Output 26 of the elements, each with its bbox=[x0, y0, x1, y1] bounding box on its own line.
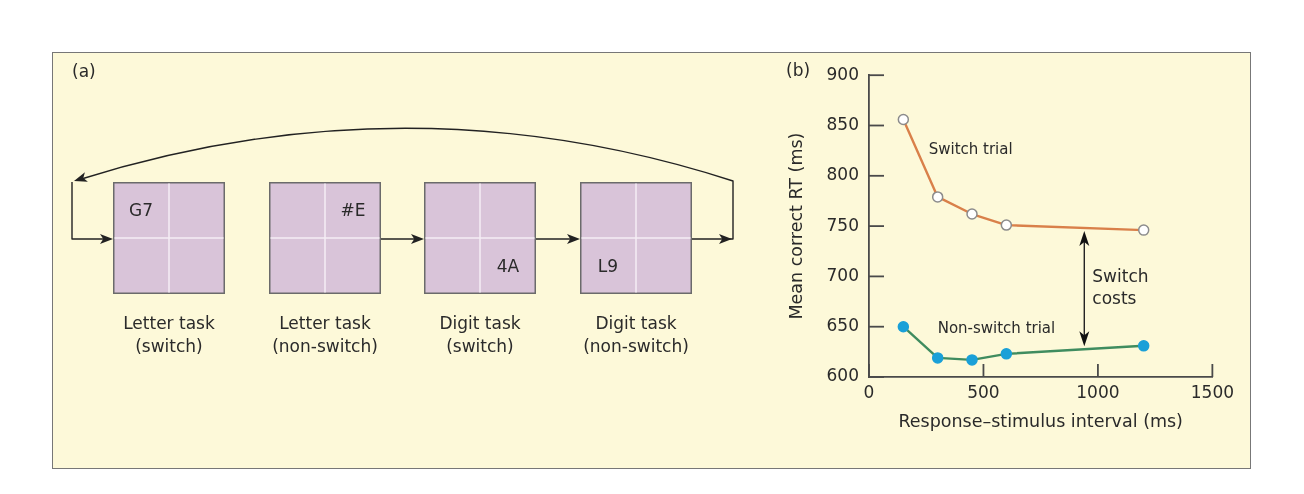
annotation: Switch costs bbox=[1092, 266, 1149, 309]
x-tick-label: 0 bbox=[863, 381, 875, 402]
x-tick-label: 500 bbox=[967, 381, 1000, 402]
text: 4A bbox=[495, 256, 521, 276]
text: #E bbox=[339, 200, 367, 220]
x-tick-label: 1000 bbox=[1076, 381, 1120, 402]
chart-title: (b) bbox=[786, 60, 811, 81]
y-axis-title: Mean correct RT (ms) bbox=[786, 132, 807, 320]
y-tick-label: 900 bbox=[826, 63, 859, 84]
category-label: Digit task (switch) bbox=[438, 312, 522, 358]
category-label: Letter task (switch) bbox=[122, 312, 216, 358]
text: (a) bbox=[72, 61, 96, 81]
y-tick-label: 700 bbox=[826, 264, 859, 285]
x-tick-label: 1500 bbox=[1190, 381, 1234, 402]
series-label: Non-switch trial bbox=[937, 318, 1056, 337]
x-axis-title: Response–stimulus interval (ms) bbox=[898, 411, 1183, 432]
text: L9 bbox=[596, 256, 620, 276]
y-tick-label: 850 bbox=[826, 113, 859, 134]
y-tick-label: 750 bbox=[826, 214, 859, 235]
category-label: Letter task (non-switch) bbox=[271, 312, 379, 358]
y-tick-label: 800 bbox=[826, 164, 859, 185]
text: G7 bbox=[128, 200, 154, 220]
y-tick-label: 600 bbox=[826, 365, 859, 386]
series-label: Switch trial bbox=[928, 140, 1013, 159]
category-label: Digit task (non-switch) bbox=[582, 312, 690, 358]
y-tick-label: 650 bbox=[826, 315, 859, 336]
